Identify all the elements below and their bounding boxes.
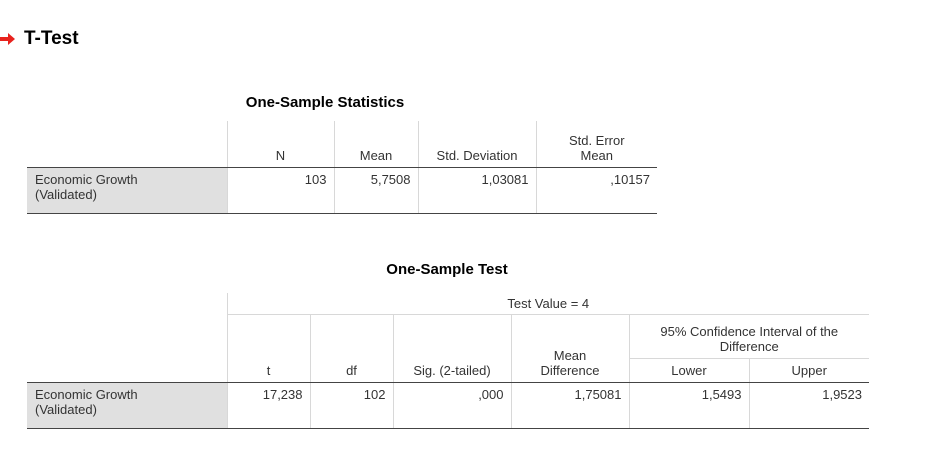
test-header-lower: Lower	[628, 358, 749, 383]
test-header-upper: Upper	[748, 358, 869, 383]
stats-value-n: 103	[226, 167, 334, 214]
std-error-line2: Mean	[580, 147, 614, 163]
test-header-confidence-interval: 95% Confidence Interval of the Differenc…	[628, 314, 869, 359]
row-label-line2: (Validated)	[35, 186, 97, 202]
section-title: T-Test	[24, 28, 79, 49]
test-value-row: Test Value = 4	[27, 293, 869, 315]
stats-table-title: One-Sample Statistics	[245, 94, 405, 111]
test-value-lower: 1,5493	[628, 382, 749, 429]
one-sample-test-table: Test Value = 4 Mean Difference 95% Confi…	[27, 293, 869, 429]
stats-header-row: N Mean Std. Deviation Std. Error Mean	[27, 121, 657, 168]
test-value-label: Test Value = 4	[226, 293, 869, 315]
test-value-sig: ,000	[392, 382, 511, 429]
red-right-arrow-icon	[0, 33, 15, 45]
test-value-mean-difference: 1,75081	[510, 382, 629, 429]
test-header-df: df	[309, 358, 393, 383]
row-label-line2: (Validated)	[35, 401, 97, 417]
ci-line1: 95% Confidence Interval of the	[660, 323, 839, 339]
stats-header-std-error-mean: Std. Error Mean	[535, 121, 657, 168]
stats-header-n: N	[226, 121, 334, 168]
ci-line2: Difference	[719, 338, 779, 354]
mean-diff-line2: Difference	[540, 362, 600, 378]
test-value-upper: 1,9523	[748, 382, 869, 429]
one-sample-statistics-table: N Mean Std. Deviation Std. Error Mean Ec…	[27, 121, 657, 214]
test-header-row: t df Sig. (2-tailed) Lower Upper	[27, 358, 869, 383]
row-label-line1: Economic Growth	[35, 386, 138, 402]
test-header-sig: Sig. (2-tailed)	[392, 358, 511, 383]
test-value-df: 102	[309, 382, 393, 429]
stats-row-label: Economic Growth (Validated)	[27, 167, 227, 214]
stats-value-mean: 5,7508	[333, 167, 418, 214]
test-table-title: One-Sample Test	[386, 261, 508, 278]
stats-header-mean: Mean	[333, 121, 418, 168]
test-header-mean-difference: Mean Difference	[510, 314, 629, 383]
std-error-line1: Std. Error	[568, 132, 625, 148]
stats-header-stub	[27, 121, 227, 168]
test-row-label: Economic Growth (Validated)	[27, 382, 227, 429]
stats-data-row: Economic Growth (Validated) 103 5,7508 1…	[27, 167, 657, 214]
stats-value-std-deviation: 1,03081	[417, 167, 536, 214]
ci-header-row: Mean Difference 95% Confidence Interval …	[27, 314, 869, 383]
section-heading: T-Test	[0, 28, 79, 50]
stats-header-std-deviation: Std. Deviation	[417, 121, 536, 168]
test-data-row: Economic Growth (Validated) 17,238 102 ,…	[27, 382, 869, 429]
test-header-t: t	[226, 358, 310, 383]
test-value-t: 17,238	[226, 382, 310, 429]
row-label-line1: Economic Growth	[35, 171, 138, 187]
stats-value-std-error-mean: ,10157	[535, 167, 657, 214]
mean-diff-line1: Mean	[553, 347, 587, 363]
